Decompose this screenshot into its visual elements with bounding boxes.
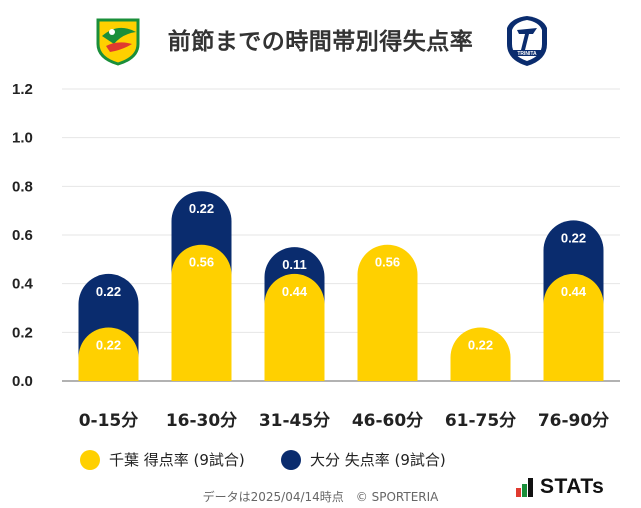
x-tick-label: 76-90分: [538, 411, 609, 431]
legend-label-oita: 大分 失点率 (9試合): [310, 451, 446, 469]
y-tick-label: 1.0: [12, 130, 33, 147]
bar-chiba: [543, 273, 604, 381]
x-tick-label: 0-15分: [79, 411, 139, 431]
bar-chiba: [171, 244, 232, 381]
x-tick-label: 16-30分: [166, 411, 237, 431]
chart-title: 前節までの時間帯別得失点率: [167, 29, 474, 55]
y-tick-label: 0.8: [12, 178, 33, 195]
data-label-chiba: 0.22: [468, 337, 493, 352]
stats-bars-icon: [516, 478, 534, 497]
y-axis: 0.0 0.2 0.4 0.6 0.8 1.0 1.2: [12, 81, 34, 390]
bar-chiba: [264, 273, 325, 381]
y-tick-label: 0.2: [12, 324, 33, 341]
data-label-chiba: 0.56: [189, 255, 214, 270]
bar-chiba: [357, 244, 418, 381]
x-axis: 0-15分 16-30分 31-45分 46-60分 61-75分 76-90分: [79, 411, 609, 431]
trinita-oita-crest-icon: TRINITA: [507, 16, 547, 66]
y-tick-label: 1.2: [12, 81, 33, 98]
stats-wordmark: STATs: [540, 475, 605, 498]
data-label-chiba: 0.44: [561, 284, 587, 299]
data-label-chiba: 0.22: [96, 337, 121, 352]
data-label-oita: 0.22: [96, 284, 121, 299]
legend-label-chiba: 千葉 得点率 (9試合): [109, 451, 245, 469]
bars: [78, 191, 604, 381]
data-source-footer: データは2025/04/14時点 © SPORTERIA: [202, 490, 439, 504]
legend-swatch-chiba: [80, 449, 100, 470]
x-tick-label: 61-75分: [445, 411, 516, 431]
stats-brand-logo: STATs: [516, 475, 605, 498]
data-label-oita: 0.22: [561, 230, 586, 245]
x-tick-label: 46-60分: [352, 411, 423, 431]
grid-lines: [62, 88, 620, 382]
data-label-oita: 0.22: [189, 201, 214, 216]
y-tick-label: 0.4: [12, 276, 34, 293]
data-label-chiba: 0.56: [375, 255, 400, 270]
legend-item-chiba: 千葉 得点率 (9試合): [80, 449, 245, 470]
data-label-chiba: 0.44: [282, 284, 308, 299]
legend-swatch-oita: [281, 449, 301, 470]
jef-chiba-crest-icon: [96, 18, 140, 66]
y-tick-label: 0.6: [12, 227, 33, 244]
bar-chiba: [78, 327, 139, 381]
data-label-oita: 0.11: [282, 257, 307, 272]
trinita-logo-text: TRINITA: [517, 51, 537, 57]
bar-chiba: [450, 327, 511, 381]
x-tick-label: 31-45分: [259, 411, 330, 431]
data-labels: 0.22 0.22 0.56 0.22 0.44 0.11 0.56 0.22 0.44 0.22: [96, 201, 587, 352]
legend-item-oita: 大分 失点率 (9試合): [281, 449, 446, 470]
y-tick-label: 0.0: [12, 373, 33, 390]
